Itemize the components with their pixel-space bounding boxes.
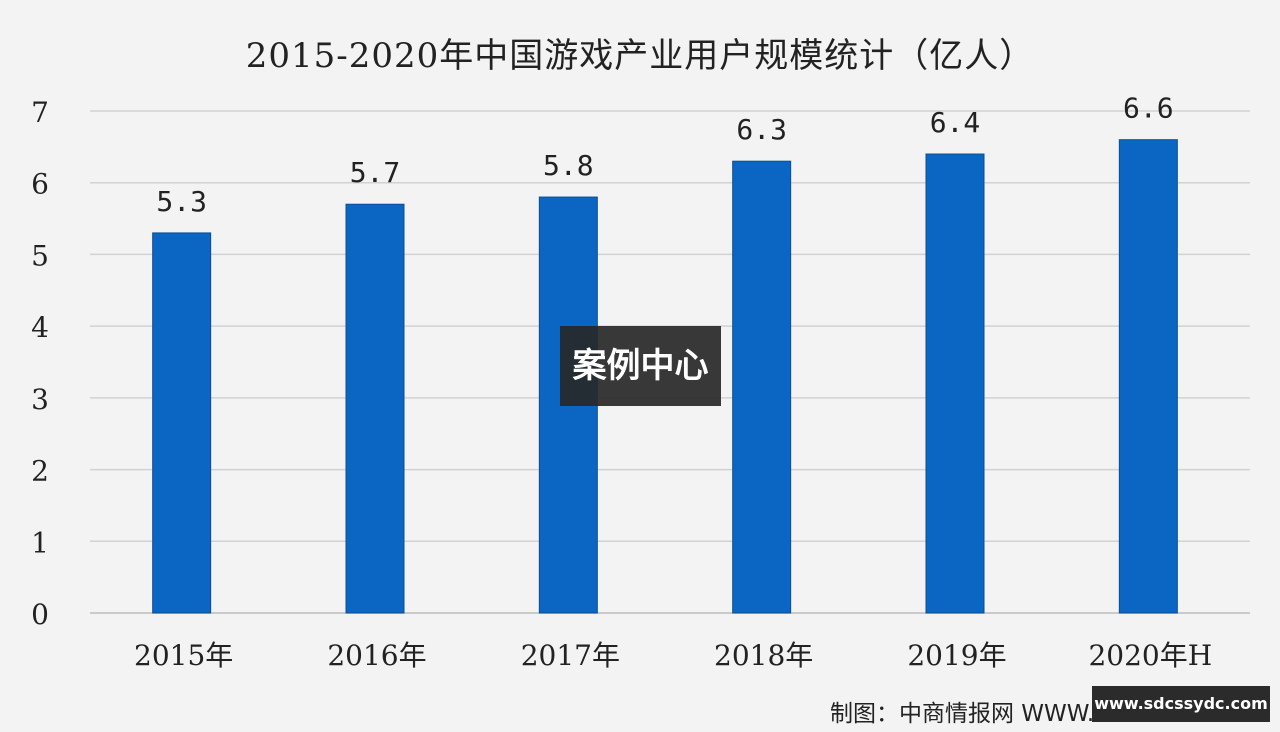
- case-center-label[interactable]: 案例中心: [560, 326, 721, 406]
- y-tick-label: 0: [31, 598, 49, 631]
- bar: [345, 203, 405, 614]
- x-tick-label: 2017年: [521, 639, 620, 672]
- y-tick-label: 7: [31, 96, 49, 129]
- y-tick-label: 6: [31, 168, 49, 201]
- bar: [925, 153, 985, 614]
- bar: [732, 160, 792, 614]
- y-tick-label: 1: [31, 526, 49, 559]
- site-url-badge[interactable]: www.sdcssydc.com: [1092, 686, 1270, 722]
- value-label: 6.6: [1123, 92, 1174, 125]
- y-tick-label: 3: [31, 383, 49, 416]
- value-label: 5.3: [156, 185, 207, 218]
- bar: [1118, 139, 1178, 614]
- x-tick-label: 2019年: [907, 639, 1006, 672]
- x-tick-label: 2018年: [714, 639, 813, 672]
- value-label: 5.7: [350, 156, 401, 189]
- chart-title: 2015-2020年中国游戏产业用户规模统计（亿人）: [245, 36, 1035, 76]
- y-tick-label: 5: [31, 239, 49, 272]
- x-tick-label: 2016年: [327, 639, 426, 672]
- value-label: 5.8: [543, 149, 594, 182]
- y-tick-label: 2: [31, 455, 49, 488]
- value-label: 6.4: [930, 106, 981, 139]
- x-tick-label: 2020年H: [1088, 639, 1212, 672]
- x-tick-label: 2015年: [134, 639, 233, 672]
- bar: [152, 232, 212, 614]
- y-tick-label: 4: [31, 311, 49, 344]
- value-label: 6.3: [736, 113, 787, 146]
